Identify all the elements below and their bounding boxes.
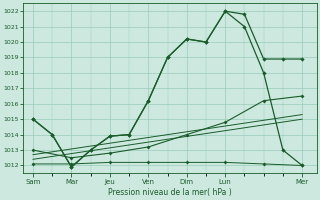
X-axis label: Pression niveau de la mer( hPa ): Pression niveau de la mer( hPa ) [108, 188, 232, 197]
